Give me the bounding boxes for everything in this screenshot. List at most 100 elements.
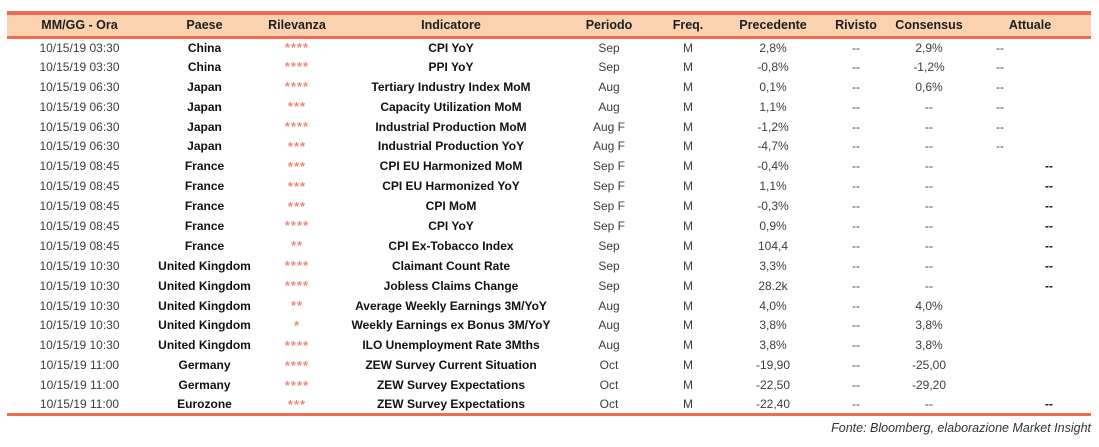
cell-indicator: Capacity Utilization MoM <box>380 99 522 114</box>
cell-freq: M <box>683 179 693 194</box>
cell-consensus: -- <box>925 99 933 114</box>
cell-indicator: Jobless Claims Change <box>383 278 519 293</box>
cell-datetime: 10/15/19 11:00 <box>39 397 120 412</box>
cell-freq: M <box>683 338 693 353</box>
cell-period: Sep <box>598 278 620 293</box>
cell-previous: -1,2% <box>757 119 789 134</box>
cell-previous: 0,9% <box>759 218 787 233</box>
cell-datetime: 10/15/19 11:00 <box>39 358 120 373</box>
cell-indicator: CPI YoY <box>428 218 474 233</box>
cell-country: France <box>184 218 225 233</box>
cell-country: Germany <box>178 378 231 393</box>
cell-datetime: 10/15/19 06:30 <box>39 119 120 134</box>
cell-previous: 1,1% <box>759 99 787 114</box>
cell-revised: -- <box>852 238 860 253</box>
cell-country: United Kingdom <box>158 278 251 293</box>
cell-actual <box>969 355 1091 375</box>
cell-consensus: -1,2% <box>913 59 945 74</box>
cell-revised: -- <box>852 258 860 273</box>
cell-datetime: 10/15/19 10:30 <box>39 278 120 293</box>
table-row: 10/15/19 08:45 France *** CPI EU Harmonized… <box>7 156 1091 176</box>
cell-datetime: 10/15/19 03:30 <box>39 59 120 74</box>
cell-revised: -- <box>852 358 860 373</box>
cell-relevance: *** <box>287 138 307 154</box>
cell-period: Sep F <box>592 218 625 233</box>
cell-relevance: ** <box>290 298 304 314</box>
cell-relevance: *** <box>287 198 307 214</box>
cell-country: China <box>187 40 222 55</box>
cell-datetime: 10/15/19 08:45 <box>39 159 120 174</box>
cell-relevance: *** <box>287 99 307 115</box>
cell-previous: -4,7% <box>757 139 789 154</box>
cell-revised: -- <box>852 79 860 94</box>
cell-freq: M <box>683 139 693 154</box>
cell-revised: -- <box>852 397 860 412</box>
cell-revised: -- <box>852 119 860 134</box>
cell-relevance: **** <box>284 337 310 353</box>
cell-previous: -22,50 <box>755 378 791 393</box>
cell-revised: -- <box>852 318 860 333</box>
cell-revised: -- <box>852 338 860 353</box>
cell-country: France <box>184 179 225 194</box>
cell-freq: M <box>683 278 693 293</box>
cell-freq: M <box>683 40 693 55</box>
cell-indicator: Average Weekly Earnings 3M/YoY <box>355 298 547 313</box>
economic-calendar-page: MM/GG - Ora Paese Rilevanza Indicatore P… <box>7 11 1091 435</box>
cell-actual: -- <box>1045 218 1053 233</box>
cell-datetime: 10/15/19 10:30 <box>39 258 120 273</box>
cell-country: United Kingdom <box>158 258 251 273</box>
cell-actual: -- <box>1045 179 1053 194</box>
cell-freq: M <box>683 199 693 214</box>
cell-consensus: -- <box>925 238 933 253</box>
cell-freq: M <box>683 238 693 253</box>
cell-country: Japan <box>187 139 222 154</box>
cell-previous: -0,3% <box>757 199 789 214</box>
cell-relevance: *** <box>287 396 307 412</box>
cell-previous: -19,90 <box>755 358 791 373</box>
cell-revised: -- <box>852 278 860 293</box>
cell-period: Sep F <box>592 179 625 194</box>
cell-consensus: -25,00 <box>911 358 947 373</box>
cell-consensus: -- <box>925 159 933 174</box>
cell-actual: -- <box>1045 159 1053 174</box>
cell-actual: -- <box>996 99 1004 114</box>
table-body: 10/15/19 03:30 China **** CPI YoY Sep M 2,8% --… <box>7 37 1091 415</box>
cell-country: Japan <box>187 79 222 94</box>
cell-actual <box>969 315 1091 335</box>
cell-country: France <box>184 159 225 174</box>
cell-previous: -0,8% <box>757 59 789 74</box>
cell-freq: M <box>683 358 693 373</box>
cell-indicator: Industrial Production YoY <box>377 139 525 154</box>
cell-freq: M <box>683 298 693 313</box>
cell-actual: -- <box>996 59 1004 74</box>
cell-actual <box>969 335 1091 355</box>
cell-revised: -- <box>852 378 860 393</box>
cell-relevance: **** <box>284 377 310 393</box>
cell-country: Japan <box>187 99 222 114</box>
column-header-frequency: Freq. <box>672 18 704 33</box>
cell-country: China <box>187 59 222 74</box>
cell-relevance: **** <box>284 278 310 294</box>
column-header-period: Periodo <box>585 18 633 33</box>
cell-country: France <box>184 238 225 253</box>
cell-actual: -- <box>996 139 1004 154</box>
table-row: 10/15/19 08:45 France ** CPI Ex-Tobacco Ind… <box>7 236 1091 256</box>
cell-consensus: 4,0% <box>915 298 943 313</box>
cell-freq: M <box>683 258 693 273</box>
cell-actual: -- <box>1045 258 1053 273</box>
cell-period: Aug F <box>592 139 625 154</box>
cell-indicator: CPI Ex-Tobacco Index <box>388 238 514 253</box>
cell-revised: -- <box>852 40 860 55</box>
cell-previous: 4,0% <box>759 298 787 313</box>
cell-period: Sep <box>598 238 620 253</box>
cell-consensus: 3,8% <box>915 318 943 333</box>
cell-previous: 3,3% <box>759 258 787 273</box>
cell-freq: M <box>683 119 693 134</box>
cell-actual: -- <box>996 40 1004 55</box>
cell-period: Aug <box>598 318 620 333</box>
column-header-datetime: MM/GG - Ora <box>41 18 118 33</box>
table-row: 10/15/19 03:30 China **** PPI YoY Sep M -0,8% -… <box>7 57 1091 77</box>
cell-datetime: 10/15/19 10:30 <box>39 338 120 353</box>
cell-consensus: 3,8% <box>915 338 943 353</box>
cell-revised: -- <box>852 298 860 313</box>
